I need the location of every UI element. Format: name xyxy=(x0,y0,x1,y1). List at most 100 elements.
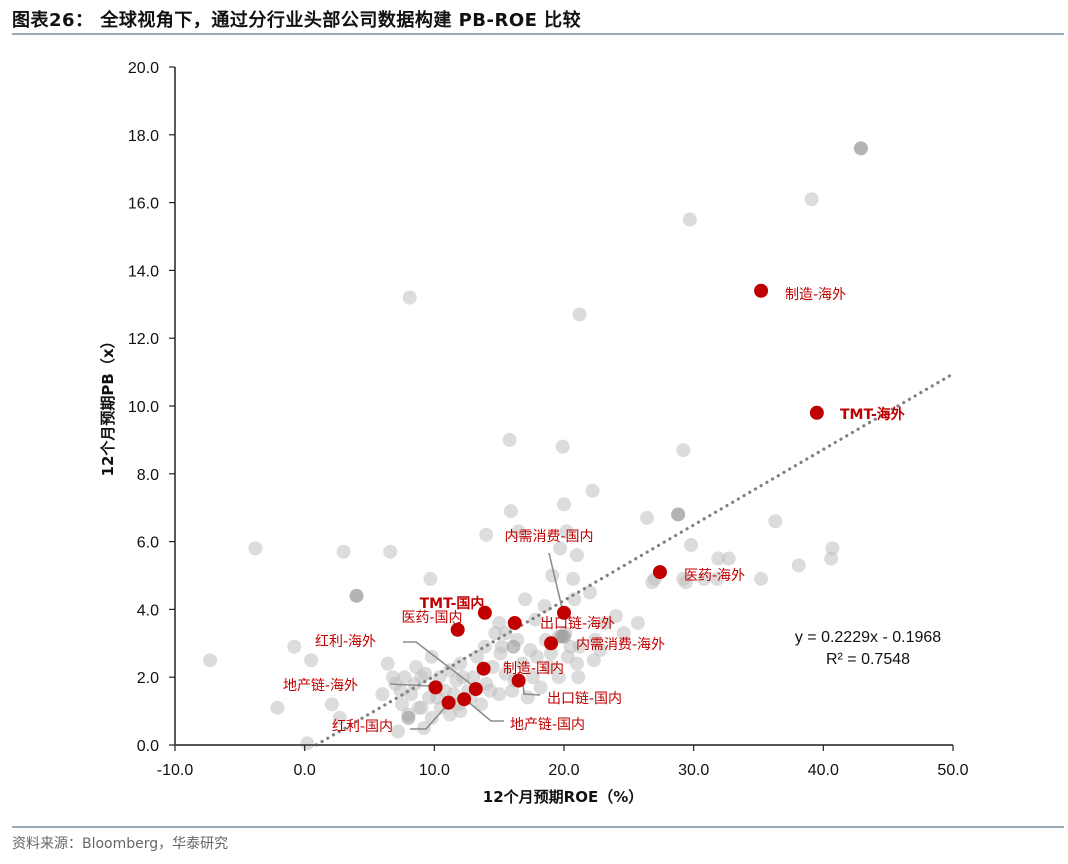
background-point xyxy=(545,568,560,583)
y-tick-label: 6.0 xyxy=(137,535,159,552)
background-point xyxy=(616,626,631,641)
background-point xyxy=(304,653,319,668)
background-point xyxy=(710,571,725,586)
highlighted-point xyxy=(428,680,443,695)
title-divider xyxy=(12,33,1064,35)
highlighted-point xyxy=(544,636,559,651)
y-tick-label: 18.0 xyxy=(128,128,159,145)
background-point xyxy=(567,592,582,607)
background-point xyxy=(474,697,489,712)
background-point xyxy=(498,626,513,641)
leader-line xyxy=(522,682,541,696)
background-point xyxy=(375,687,390,702)
background-point xyxy=(571,670,586,685)
background-point xyxy=(569,548,584,563)
trendline xyxy=(314,372,955,747)
background-point xyxy=(470,649,485,664)
background-point xyxy=(676,443,691,458)
background-point xyxy=(639,510,654,525)
background-point xyxy=(608,609,623,624)
point-label: 制造-海外 xyxy=(785,287,846,303)
point-label: 制造-国内 xyxy=(503,661,564,677)
leader-line xyxy=(410,703,449,730)
footer-divider xyxy=(12,826,1064,828)
x-tick-label: 40.0 xyxy=(808,762,839,779)
background-point xyxy=(697,571,712,586)
y-tick-label: 2.0 xyxy=(137,670,159,687)
point-label: 出口链-海外 xyxy=(540,616,615,632)
background-point xyxy=(542,660,557,675)
point-label: 红利-国内 xyxy=(332,719,393,735)
x-tick-label: 30.0 xyxy=(678,762,709,779)
background-point xyxy=(523,643,538,658)
background-point xyxy=(791,558,806,573)
background-point xyxy=(391,724,406,739)
background-point xyxy=(520,690,535,705)
highlighted-point xyxy=(507,615,522,630)
background-point xyxy=(678,575,693,590)
point-label: 红利-海外 xyxy=(315,634,376,650)
background-point xyxy=(394,697,409,712)
y-tick-label: 20.0 xyxy=(128,60,159,77)
background-points xyxy=(203,141,868,751)
background-point xyxy=(502,432,517,447)
background-point xyxy=(416,721,431,736)
background-point xyxy=(380,656,395,671)
point-label: 医药-国内 xyxy=(401,610,462,626)
background-point xyxy=(563,639,578,654)
background-point xyxy=(332,710,347,725)
leader-line xyxy=(548,552,564,613)
point-label: 地产链-海外 xyxy=(283,678,358,694)
y-axis-title: 12个月预期PB（x） xyxy=(99,334,117,477)
background-point xyxy=(555,439,570,454)
background-point xyxy=(537,599,552,614)
background-point xyxy=(566,571,581,586)
background-point xyxy=(397,670,412,685)
background-point xyxy=(300,736,315,751)
highlighted-point xyxy=(511,673,526,688)
axes: 0.0 2.0 4.0 6.0 8.0 10.0 12.0 14.0 16.0 18.0 20.0 -… xyxy=(128,60,969,779)
background-point-dark xyxy=(349,588,364,603)
y-tick-label: 10.0 xyxy=(128,399,159,416)
background-point xyxy=(557,497,571,512)
y-tick-label: 8.0 xyxy=(137,467,159,484)
background-point-dark xyxy=(853,141,868,156)
background-point xyxy=(824,551,839,566)
background-point xyxy=(598,615,613,630)
highlighted-points xyxy=(428,283,824,710)
background-point xyxy=(525,670,540,685)
background-point xyxy=(754,571,769,586)
background-point xyxy=(336,544,351,559)
y-tick-label: 16.0 xyxy=(128,196,159,213)
background-point xyxy=(511,524,526,539)
point-label: TMT-国内 xyxy=(420,595,485,612)
leader-line xyxy=(403,641,477,689)
figure-title: 图表26： 全球视角下，通过分行业头部公司数据构建 PB-ROE 比较 xyxy=(12,10,582,31)
background-point xyxy=(203,653,218,668)
source-note: 资料来源：Bloomberg，华泰研究 xyxy=(12,836,229,852)
highlighted-point xyxy=(441,695,456,710)
x-axis-title: 12个月预期ROE（%） xyxy=(483,788,643,806)
background-point xyxy=(582,585,597,600)
highlighted-point xyxy=(457,692,472,707)
background-point xyxy=(804,192,819,207)
y-tick-label: 14.0 xyxy=(128,263,159,280)
y-tick-label: 12.0 xyxy=(128,331,159,348)
background-point xyxy=(551,670,566,685)
background-point xyxy=(768,514,783,529)
background-point xyxy=(682,212,697,227)
background-point xyxy=(569,656,584,671)
highlighted-point xyxy=(809,405,824,420)
background-point xyxy=(559,524,574,539)
background-point xyxy=(488,626,503,641)
highlighted-point xyxy=(557,605,571,620)
background-point xyxy=(409,660,424,675)
background-point xyxy=(385,670,400,685)
background-point xyxy=(424,649,439,664)
background-point xyxy=(248,541,263,556)
point-label: TMT-海外 xyxy=(840,406,905,423)
highlighted-point xyxy=(652,565,667,580)
background-point xyxy=(411,700,426,715)
highlighted-point xyxy=(450,622,465,637)
